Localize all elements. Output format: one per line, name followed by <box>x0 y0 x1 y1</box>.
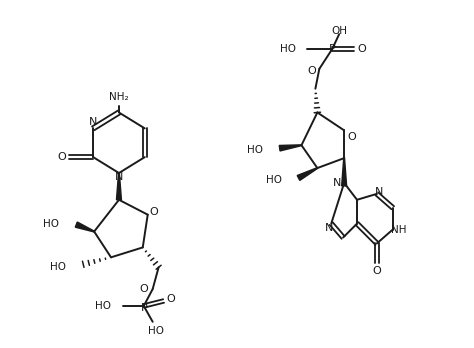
Text: O: O <box>139 284 148 294</box>
Polygon shape <box>342 158 346 186</box>
Text: O: O <box>373 266 381 276</box>
Text: O: O <box>307 66 316 76</box>
Text: P: P <box>329 44 336 54</box>
Text: N: N <box>333 178 341 188</box>
Text: N: N <box>325 223 333 232</box>
Text: N: N <box>89 117 97 127</box>
Text: HO: HO <box>50 262 66 272</box>
Polygon shape <box>117 173 121 200</box>
Text: O: O <box>348 132 356 142</box>
Text: O: O <box>166 294 175 304</box>
Text: OH: OH <box>331 26 347 36</box>
Text: HO: HO <box>95 301 111 311</box>
Polygon shape <box>297 168 318 180</box>
Text: NH₂: NH₂ <box>109 92 129 102</box>
Text: HO: HO <box>44 219 59 229</box>
Text: N: N <box>374 187 383 197</box>
Polygon shape <box>279 145 301 151</box>
Text: HO: HO <box>247 145 263 155</box>
Text: N: N <box>115 172 123 182</box>
Text: HO: HO <box>280 44 295 54</box>
Text: NH: NH <box>391 224 406 235</box>
Polygon shape <box>75 222 94 232</box>
Text: O: O <box>57 152 66 162</box>
Text: HO: HO <box>148 326 164 336</box>
Text: P: P <box>140 303 147 313</box>
Text: HO: HO <box>265 175 282 185</box>
Text: O: O <box>357 44 366 54</box>
Text: O: O <box>149 207 158 217</box>
